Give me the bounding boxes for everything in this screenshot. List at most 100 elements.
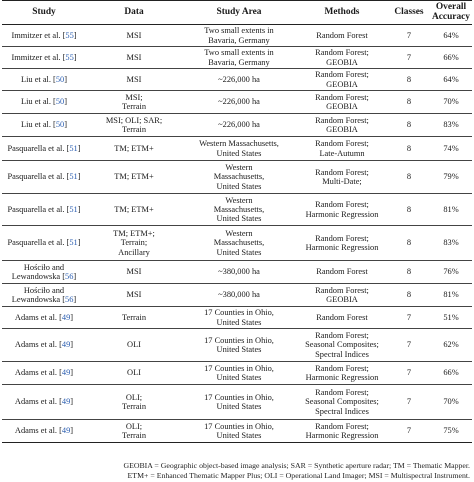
citation-link[interactable]: 49 <box>61 426 71 436</box>
cell-methods: Random Forest; Multi-Date; <box>296 160 388 194</box>
cell-classes: 8 <box>388 283 430 307</box>
table-row: Adams et al. [49] OLI 17 Counties in Ohio,… <box>2 328 472 362</box>
cell-data: MSI <box>86 283 182 307</box>
citation-link[interactable]: 51 <box>69 172 78 182</box>
citation-link[interactable]: 55 <box>65 30 74 40</box>
cell-study: Immitzer et al. [55] <box>2 24 86 47</box>
cell-classes: 7 <box>388 361 430 385</box>
citation-link[interactable]: 51 <box>69 204 78 214</box>
cell-data: TM; ETM+ <box>86 136 182 161</box>
cell-classes: 8 <box>388 68 430 91</box>
citation-close-bracket: ] <box>77 204 81 214</box>
table-row: Pasquarella et al. [51] TM; ETM+ Western M… <box>2 193 472 226</box>
citation-link[interactable]: 49 <box>61 397 71 407</box>
citation-link[interactable]: 50 <box>55 97 65 107</box>
cell-overall-accuracy: 70% <box>430 90 472 114</box>
citation-link[interactable]: 49 <box>61 312 71 322</box>
cell-overall-accuracy: 81% <box>430 193 472 226</box>
cell-methods: Random Forest <box>296 24 388 47</box>
cell-overall-accuracy: 74% <box>430 136 472 161</box>
cell-study: Immitzer et al. [55] <box>2 46 86 69</box>
cell-methods: Random Forest; Harmonic Regression <box>296 361 388 385</box>
table-row: Hościło and Lewandowska [56] MSI ~380,000 … <box>2 283 472 307</box>
cell-overall-accuracy: 83% <box>430 225 472 261</box>
citation-link[interactable]: 50 <box>55 74 65 84</box>
cell-study-area: Western Massachusetts, United States <box>182 193 296 226</box>
citation-close-bracket: ] <box>64 74 68 84</box>
cell-overall-accuracy: 75% <box>430 419 472 443</box>
cell-study: Hościło and Lewandowska [56] <box>2 260 86 284</box>
cell-overall-accuracy: 79% <box>430 160 472 194</box>
citation-link[interactable]: 51 <box>69 238 78 248</box>
study-author: Adams et al. [ <box>14 397 62 407</box>
citation-close-bracket: ] <box>77 143 81 153</box>
citation-link[interactable]: 50 <box>55 120 65 130</box>
cell-overall-accuracy: 64% <box>430 24 472 47</box>
cell-data: MSI <box>86 260 182 284</box>
table-row: Hościło and Lewandowska [56] MSI ~380,000 … <box>2 260 472 284</box>
cell-data: OLI; Terrain <box>86 419 182 443</box>
table-footnote: GEOBIA = Geographic object-based image a… <box>0 461 470 481</box>
cell-classes: 8 <box>388 193 430 226</box>
cell-data: MSI; Terrain <box>86 90 182 114</box>
cell-study: Adams et al. [49] <box>2 419 86 443</box>
cell-study-area: 17 Counties in Ohio, United States <box>182 419 296 443</box>
cell-overall-accuracy: 51% <box>430 306 472 329</box>
citation-close-bracket: ] <box>73 295 77 304</box>
cell-data: MSI <box>86 46 182 69</box>
table-header: Study Data Study Area Methods Classes Ov… <box>2 0 472 25</box>
citation-link[interactable]: 49 <box>61 368 71 378</box>
cell-study: Liu et al. [50] <box>2 90 86 114</box>
cell-study: Pasquarella et al. [51] <box>2 136 86 161</box>
cell-methods: Random Forest; Seasonal Composites; Spec… <box>296 328 388 362</box>
cell-classes: 7 <box>388 46 430 69</box>
cell-overall-accuracy: 83% <box>430 113 472 137</box>
cell-study: Hościło and Lewandowska [56] <box>2 283 86 307</box>
citation-close-bracket: ] <box>77 238 81 248</box>
study-author: Liu et al. [ <box>20 74 56 84</box>
table-row: Adams et al. [49] Terrain 17 Counties in O… <box>2 306 472 329</box>
cell-methods: Random Forest; Harmonic Regression <box>296 193 388 226</box>
cell-overall-accuracy: 70% <box>430 384 472 420</box>
cell-study-area: Western Massachusetts, United States <box>182 225 296 261</box>
citation-link[interactable]: 55 <box>65 52 74 62</box>
study-author: Pasquarella et al. [ <box>7 172 70 182</box>
cell-data: MSI <box>86 24 182 47</box>
cell-classes: 8 <box>388 136 430 161</box>
cell-classes: 8 <box>388 225 430 261</box>
table-row: Liu et al. [50] MSI; Terrain ~226,000 ha Ra… <box>2 90 472 114</box>
cell-data: TM; ETM+ <box>86 160 182 194</box>
table-row: Adams et al. [49] OLI 17 Counties in Ohio,… <box>2 361 472 385</box>
citation-link[interactable]: 56 <box>65 295 74 304</box>
study-author: Adams et al. [ <box>14 368 62 378</box>
cell-study-area: Western Massachusetts, United States <box>182 160 296 194</box>
citation-close-bracket: ] <box>70 368 74 378</box>
cell-classes: 8 <box>388 260 430 284</box>
citation-close-bracket: ] <box>73 272 77 281</box>
table-row: Pasquarella et al. [51] TM; ETM+ Western M… <box>2 136 472 161</box>
header-row: Study Data Study Area Methods Classes Ov… <box>2 0 472 25</box>
study-author: Hościło and Lewandowska [ <box>11 285 66 304</box>
table-body: Immitzer et al. [55] MSI Two small extents… <box>2 24 472 443</box>
footnote-line-1: GEOBIA = Geographic object-based image a… <box>123 461 470 470</box>
header-classes: Classes <box>388 0 430 25</box>
header-study: Study <box>2 0 86 25</box>
study-author: Liu et al. [ <box>20 120 56 130</box>
cell-study-area: 17 Counties in Ohio, United States <box>182 384 296 420</box>
citation-link[interactable]: 49 <box>61 340 71 350</box>
cell-study-area: 17 Counties in Ohio, United States <box>182 361 296 385</box>
study-author: Pasquarella et al. [ <box>7 238 70 248</box>
cell-study: Liu et al. [50] <box>2 113 86 137</box>
study-author: Pasquarella et al. [ <box>7 204 70 214</box>
citation-close-bracket: ] <box>73 30 77 40</box>
cell-methods: Random Forest; GEOBIA <box>296 68 388 91</box>
cell-methods: Random Forest; GEOBIA <box>296 113 388 137</box>
citation-link[interactable]: 56 <box>65 272 74 281</box>
header-data: Data <box>86 0 182 25</box>
cell-methods: Random Forest; Late-Autumn <box>296 136 388 161</box>
citation-link[interactable]: 51 <box>69 143 78 153</box>
cell-overall-accuracy: 64% <box>430 68 472 91</box>
cell-overall-accuracy: 76% <box>430 260 472 284</box>
cell-classes: 8 <box>388 90 430 114</box>
